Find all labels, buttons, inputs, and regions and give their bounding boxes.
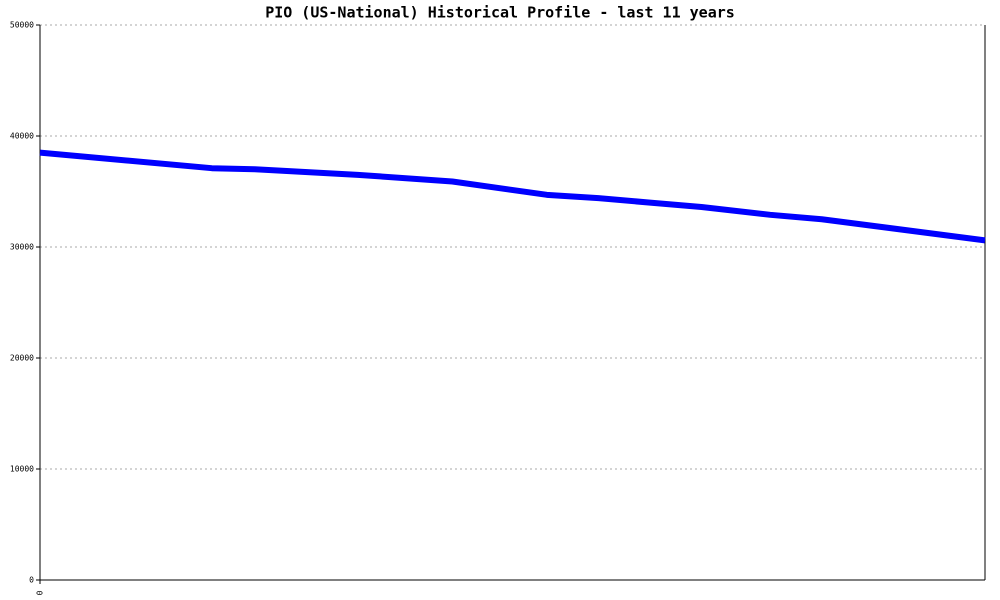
chart-title: PIO (US-National) Historical Profile - l…	[265, 4, 735, 22]
line	[39, 149, 986, 244]
y-tick-label: 40000	[10, 132, 34, 141]
x-tick-label: 0	[36, 590, 45, 595]
y-tick-label: 20000	[10, 354, 34, 363]
y-tick-label: 0	[29, 576, 34, 585]
y-tick-label: 30000	[10, 243, 34, 252]
y-tick-label: 50000	[10, 21, 34, 30]
y-tick-label: 10000	[10, 465, 34, 474]
